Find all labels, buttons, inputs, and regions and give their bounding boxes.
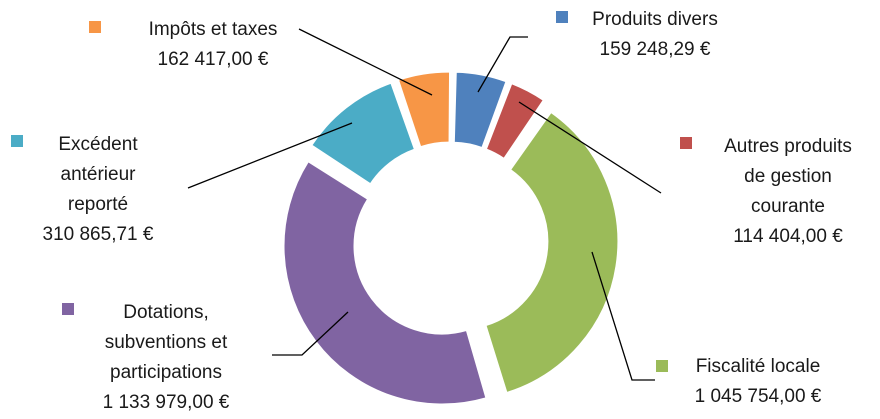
swatch-excedent-anterieur-reporte bbox=[11, 135, 23, 147]
swatch-dotations-subventions-et-participations bbox=[62, 303, 74, 315]
slice-produits-divers bbox=[453, 71, 507, 149]
leader-lines bbox=[187, 28, 662, 381]
data-label-dotations-subventions-et-participations: Dotations, subventions et participations 1 … bbox=[103, 302, 230, 413]
data-label-impots-et-taxes: Impôts et taxes 162 417,00 € bbox=[149, 19, 278, 70]
leader-line-autres-produits-de-gestion-courante bbox=[518, 101, 662, 194]
leader-line-produits-divers bbox=[477, 36, 528, 93]
swatch-autres-produits-de-gestion-courante bbox=[680, 137, 692, 149]
swatch-produits-divers bbox=[556, 11, 568, 23]
data-label-excedent-anterieur-reporte: Excédent antérieur reporté 310 865,71 € bbox=[43, 134, 154, 245]
slice-dotations-subventions-et-participations bbox=[283, 161, 487, 405]
donut-slices bbox=[283, 71, 619, 405]
leader-line-fiscalite-locale bbox=[591, 251, 655, 381]
leader-line-excedent-anterieur-reporte bbox=[187, 122, 353, 189]
data-label-produits-divers: Produits divers 159 248,29 € bbox=[592, 9, 718, 60]
leader-line-dotations-subventions-et-participations bbox=[272, 311, 349, 356]
data-labels: Produits divers 159 248,29 € Autres produi… bbox=[11, 9, 852, 413]
slice-fiscalite-locale bbox=[485, 111, 619, 394]
slice-autres-produits-de-gestion-courante bbox=[485, 83, 544, 159]
slice-excedent-anterieur-reporte bbox=[311, 82, 415, 185]
swatch-impots-et-taxes bbox=[89, 21, 101, 33]
swatch-fiscalite-locale bbox=[656, 360, 668, 372]
slice-impots-et-taxes bbox=[397, 71, 451, 148]
data-label-autres-produits-de-gestion-courante: Autres produits de gestion courante 114 404… bbox=[724, 136, 852, 247]
data-label-fiscalite-locale: Fiscalité locale 1 045 754,00 € bbox=[695, 356, 822, 407]
leader-line-impots-et-taxes bbox=[298, 28, 433, 96]
